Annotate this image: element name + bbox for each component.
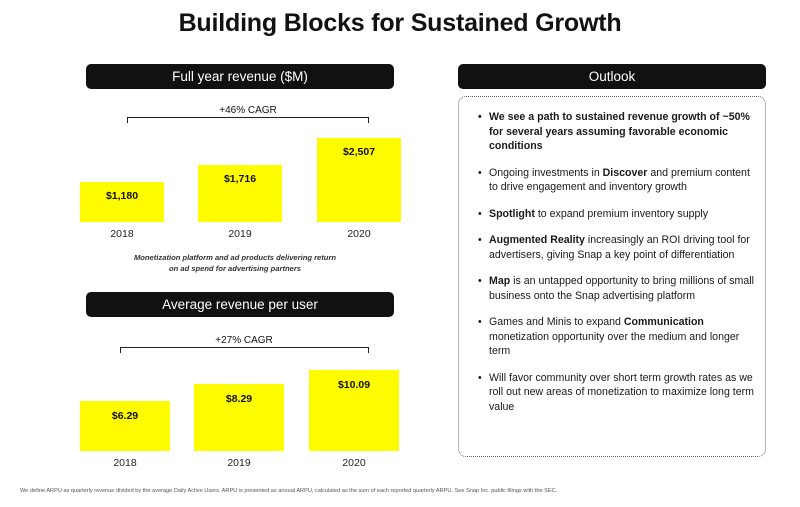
bar-2019	[194, 384, 284, 451]
x-tick-label: 2020	[342, 457, 366, 469]
outlook-bullet-6: Games and Minis to expand Communication …	[478, 315, 760, 359]
footnote: We define ARPU as quarterly revenue divi…	[20, 488, 558, 494]
bar-value-label: $1,180	[105, 190, 139, 202]
bar-2018	[80, 182, 164, 222]
bar-2020	[309, 370, 399, 451]
x-tick-label: 2019	[228, 228, 252, 240]
bar-2020	[317, 138, 401, 222]
outlook-box	[458, 96, 766, 457]
outlook-title: Outlook	[588, 69, 636, 84]
revenue-chart-header: Full year revenue ($M)	[86, 64, 394, 89]
revenue-cagr-bracket-left-tick	[127, 117, 128, 123]
page-title: Building Blocks for Sustained Growth	[178, 9, 622, 37]
outlook-list: We see a path to sustained revenue growt…	[478, 110, 760, 414]
outlook-bullet-7: Will favor community over short term gro…	[478, 371, 760, 415]
x-tick-label: 2020	[347, 228, 371, 240]
revenue-cagr-bracket	[127, 117, 369, 118]
arpu-cagr-label: +27% CAGR	[194, 335, 294, 347]
bar-value-label: $8.29	[225, 393, 253, 405]
revenue-chart-title: Full year revenue ($M)	[172, 69, 308, 84]
arpu-cagr-bracket	[120, 347, 369, 348]
bar-value-label: $2,507	[342, 146, 376, 158]
arpu-cagr-bracket-right-tick	[368, 347, 369, 353]
arpu-chart-header: Average revenue per user	[86, 292, 394, 317]
x-tick-label: 2018	[113, 457, 137, 469]
arpu-cagr-bracket-left-tick	[120, 347, 121, 353]
outlook-bullet-5: Map is an untapped opportunity to bring …	[478, 274, 760, 303]
bar-value-label: $6.29	[111, 410, 139, 422]
outlook-bullet-1: We see a path to sustained revenue growt…	[478, 110, 760, 154]
bar-value-label: $10.09	[337, 379, 371, 391]
bar-value-label: $1,716	[223, 173, 257, 185]
revenue-cagr-bracket-right-tick	[368, 117, 369, 123]
bar-2018	[80, 401, 170, 451]
x-tick-label: 2019	[227, 457, 251, 469]
arpu-chart-title: Average revenue per user	[162, 297, 318, 312]
outlook-bullet-2: Ongoing investments in Discover and prem…	[478, 166, 760, 195]
outlook-header: Outlook	[458, 64, 766, 89]
outlook-bullet-4: Augmented Reality increasingly an ROI dr…	[478, 233, 760, 262]
monetization-note: Monetization platform and ad products de…	[133, 253, 337, 273]
x-tick-label: 2018	[110, 228, 134, 240]
outlook-bullet-3: Spotlight to expand premium inventory su…	[478, 207, 760, 222]
revenue-cagr-label: +46% CAGR	[198, 105, 298, 117]
bar-2019	[198, 165, 282, 222]
